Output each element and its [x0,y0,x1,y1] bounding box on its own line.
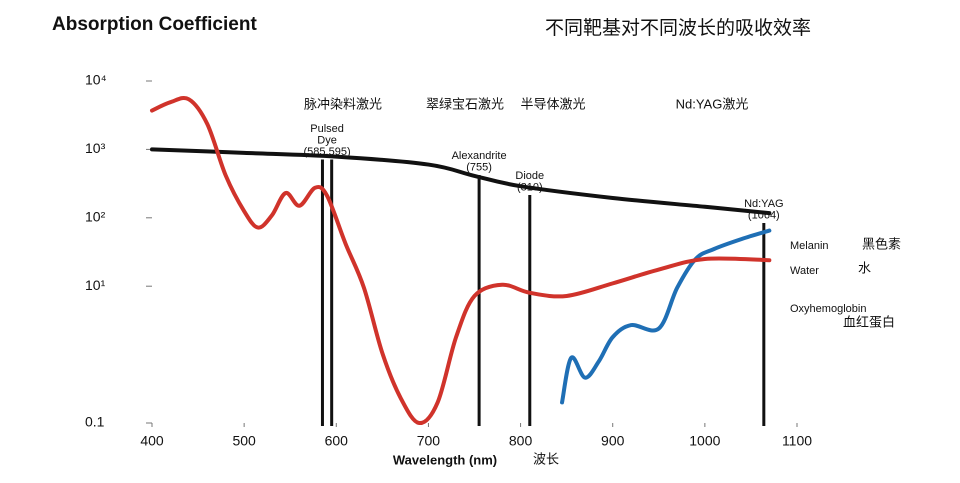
legend-label-cn: 血红蛋白 [843,314,895,329]
x-axis-label: Wavelength (nm) [393,452,497,467]
laser-label: Pulsed [310,123,344,135]
laser-label: Dye [317,134,337,146]
x-tick-label: 1000 [689,433,720,449]
chart-subtitle: 不同靶基对不同波长的吸收效率 [545,17,811,39]
y-tick-label: 10¹ [85,277,106,293]
series-line [150,95,772,426]
y-tick-label: 0.1 [85,414,105,430]
x-tick-label: 500 [232,433,256,449]
x-axis-label-cn: 波长 [533,451,559,466]
y-tick-label: 10³ [85,140,106,156]
laser-name-cn: 半导体激光 [520,96,585,111]
x-tick-label: 1100 [782,433,812,449]
legend-label-cn: 水 [858,260,871,275]
legend-label: Melanin [790,240,829,252]
legend-label: Oxyhemoglobin [790,303,866,315]
series-line [150,147,772,216]
laser-label: Diode [515,170,544,182]
laser-name-cn: Nd:YAG激光 [676,96,749,111]
y-tick-label: 10⁴ [85,72,107,88]
x-tick-label: 400 [140,433,164,449]
laser-label: Alexandrite [452,150,507,162]
laser-label: Nd:YAG [744,198,784,210]
x-tick-label: 900 [601,433,625,449]
legend-label-cn: 黑色素 [862,236,901,251]
laser-label: (755) [466,161,492,173]
laser-name-cn: 翠绿宝石激光 [426,96,504,111]
series-line [560,228,772,405]
y-tick-label: 10² [85,209,106,225]
laser-name-cn: 脉冲染料激光 [304,96,382,111]
x-tick-label: 600 [325,433,349,449]
legend-label: Water [790,265,819,277]
x-tick-label: 800 [509,433,533,449]
chart-title: Absorption Coefficient [52,14,257,35]
x-tick-label: 700 [417,433,441,449]
